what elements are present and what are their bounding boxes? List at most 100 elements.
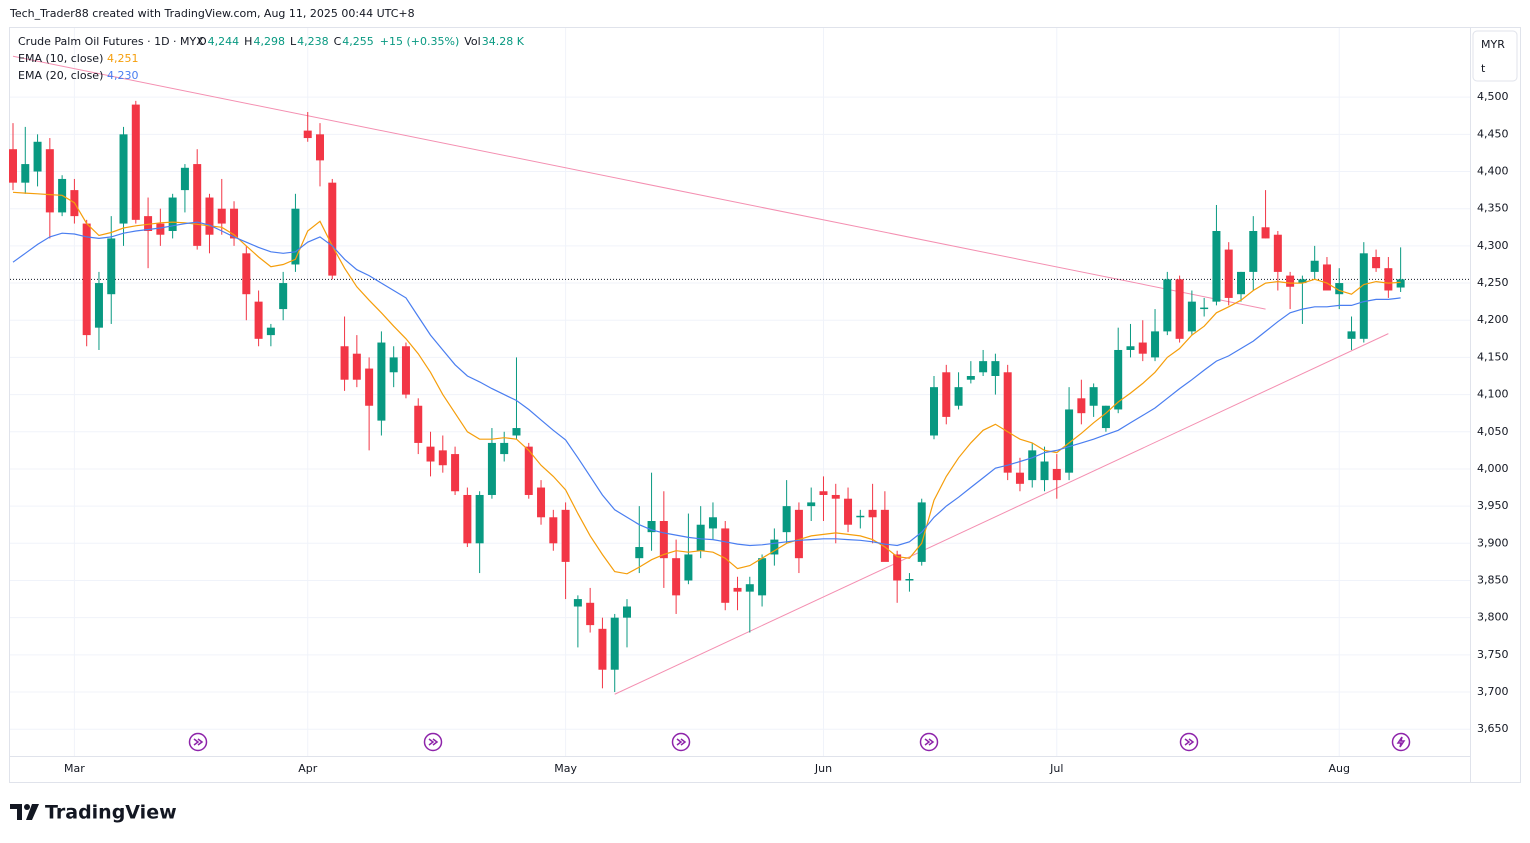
candle-body (782, 506, 791, 533)
candle-body (1089, 387, 1098, 406)
candle-body (598, 628, 607, 670)
candle-body (107, 238, 116, 295)
candle-body (561, 509, 570, 562)
event-icon[interactable] (1391, 732, 1411, 752)
ohlc-value: 34.28 K (482, 35, 525, 48)
candle-body (180, 167, 189, 191)
candle-body (610, 617, 619, 670)
candle-body (1175, 279, 1184, 339)
candle-body (266, 327, 275, 336)
candle-body (365, 368, 374, 406)
candle-body (1077, 398, 1086, 414)
y-tick-label: 3,950 (1477, 499, 1509, 512)
candle-body (635, 547, 644, 559)
candle-body (1101, 405, 1110, 429)
y-tick-label: 4,300 (1477, 239, 1509, 252)
x-tick-label: Mar (64, 762, 85, 775)
candle-body (1384, 268, 1393, 291)
ema-legend-name: EMA (20, close) (18, 69, 103, 82)
candle-body (1003, 372, 1012, 473)
candle-body (991, 361, 1000, 376)
candle-body (880, 509, 889, 562)
unit[interactable]: t (1481, 62, 1486, 75)
candle-body (684, 554, 693, 581)
event-icon[interactable] (919, 732, 939, 752)
trendline (12, 55, 1266, 310)
candle-body (230, 208, 239, 239)
ema-line (12, 191, 1401, 575)
y-tick-label: 4,100 (1477, 388, 1509, 401)
ema-line (12, 221, 1401, 547)
candle-body (1151, 331, 1160, 358)
marks (9, 55, 1470, 695)
y-tick-label: 3,850 (1477, 573, 1509, 586)
candle-body (1212, 231, 1221, 302)
candle-body (524, 446, 533, 495)
grid: 3,650 3,700 3,750 3,800 3,850 3,900 3,950 4,000… (10, 28, 1509, 775)
candle-body (352, 353, 361, 380)
candle-body (389, 357, 398, 373)
candle-body (254, 301, 263, 339)
candle-body (1298, 279, 1307, 284)
candle-body (930, 387, 938, 436)
candle-body (316, 134, 324, 161)
y-tick-label: 4,000 (1477, 462, 1509, 475)
candle-body (131, 104, 140, 220)
candle-body (905, 579, 914, 581)
y-tick-label: 4,450 (1477, 127, 1509, 140)
candle-body (1114, 349, 1123, 410)
ema-legend-value: 4,251 (107, 52, 139, 65)
candle-body (1052, 468, 1061, 481)
candle-body (1359, 253, 1368, 339)
candle-body (463, 494, 472, 544)
candle-body (758, 558, 767, 596)
y-tick-label: 3,900 (1477, 536, 1509, 549)
ohlc-value: +15 (+0.35%) (380, 35, 459, 48)
candle-body (438, 450, 447, 466)
currency[interactable]: MYR (1481, 38, 1505, 51)
event-icon[interactable] (1179, 732, 1199, 752)
candle-body (193, 164, 202, 246)
candle-body (119, 134, 128, 224)
y-tick-label: 4,050 (1477, 425, 1509, 438)
y-tick-label: 3,800 (1477, 611, 1509, 624)
candle-body (377, 342, 386, 421)
candle-body (242, 253, 251, 295)
candle-body (659, 521, 668, 559)
candle-body (291, 208, 300, 265)
y-tick-label: 4,350 (1477, 202, 1509, 215)
y-tick-label: 3,750 (1477, 648, 1509, 661)
candle-body (1015, 472, 1024, 484)
candle-body (33, 141, 42, 172)
candle-body (537, 487, 546, 518)
candle-body (475, 494, 484, 544)
event-icon[interactable] (188, 732, 208, 752)
chart-frame (9, 27, 1521, 783)
symbol-title: Crude Palm Oil Futures · 1D · MYX (18, 35, 204, 48)
candle-body (217, 208, 226, 224)
candle-body (45, 149, 54, 213)
candle-body (328, 182, 337, 276)
event-icon[interactable] (671, 732, 691, 752)
candle-body (82, 223, 91, 336)
event-icon[interactable] (423, 732, 443, 752)
x-tick-label: Aug (1328, 762, 1349, 775)
candle-body (1347, 331, 1356, 339)
candle-body (1249, 231, 1258, 272)
ohlc-value: 4,238 (297, 35, 329, 48)
x-tick-label: Jul (1049, 762, 1063, 775)
candle-body (426, 446, 435, 462)
candle-body (856, 515, 865, 518)
candle-body (745, 584, 754, 592)
ohlc-value: 4,244 (208, 35, 240, 48)
currency-box[interactable] (1472, 30, 1518, 82)
candle-body (1040, 461, 1049, 481)
candle-body (696, 524, 705, 551)
candle-body (979, 361, 988, 373)
candle-body (1335, 283, 1344, 295)
ohlc-key: O (198, 35, 207, 48)
candle-body (401, 346, 410, 395)
ohlc-key: Vol (464, 35, 480, 48)
